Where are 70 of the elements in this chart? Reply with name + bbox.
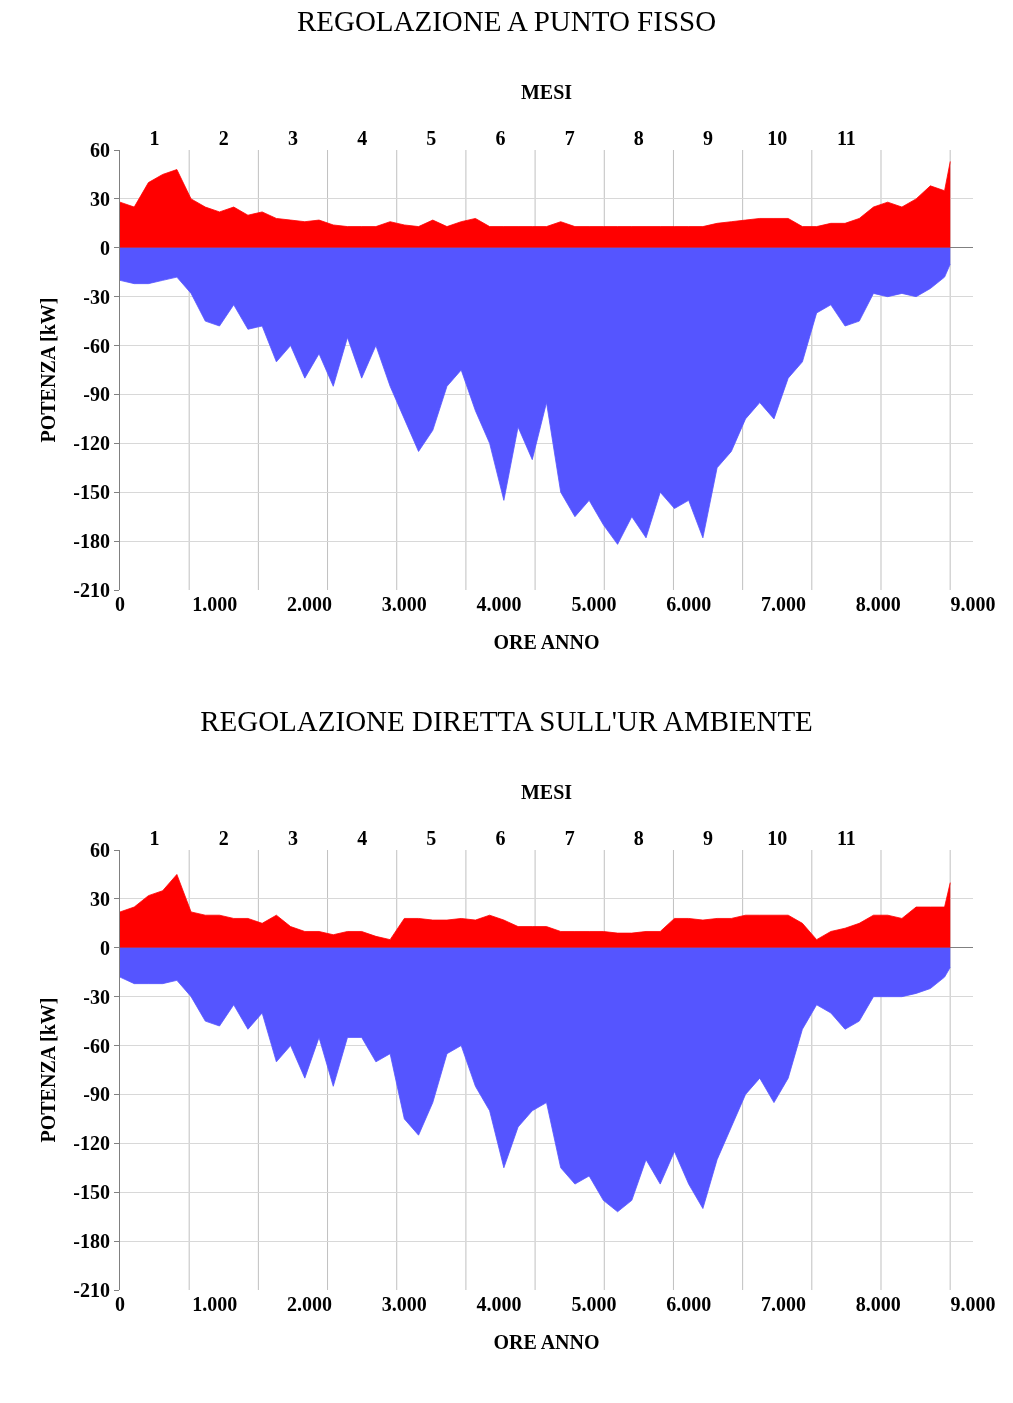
y-tick-label: 0 — [100, 236, 110, 259]
x2-tick-label: 9 — [703, 827, 714, 849]
x-tick-label: 1.000 — [192, 1293, 238, 1315]
x2-tick-label: 2 — [218, 127, 229, 149]
y-tick-label: -210 — [73, 579, 110, 601]
x2-tick-label: 6 — [495, 127, 506, 149]
x2-tick-label: 11 — [836, 127, 856, 149]
x-tick-label: 8.000 — [855, 1293, 901, 1315]
x-tick-label: 0 — [115, 593, 125, 615]
x2-tick-label: 7 — [564, 827, 575, 849]
y-tick-label: -90 — [83, 383, 110, 406]
y-tick-label: -120 — [73, 1132, 110, 1155]
x2-tick-label: 10 — [767, 127, 788, 149]
y-tick-label: -30 — [83, 985, 110, 1008]
y-tick-label: 60 — [90, 839, 110, 861]
x2-tick-label: 11 — [836, 827, 856, 849]
y-tick-label: -90 — [83, 1083, 110, 1106]
y-tick-label: -60 — [83, 334, 110, 357]
x2-tick-label: 3 — [287, 127, 298, 149]
x2-tick-label: 4 — [357, 127, 368, 149]
x2-tick-label: 4 — [357, 827, 368, 849]
x-tick-label: 5.000 — [571, 593, 617, 615]
y-axis-title: POTENZA [kW] — [36, 297, 59, 443]
y-tick-label: -180 — [73, 530, 110, 553]
x2-tick-label: 1 — [149, 127, 160, 149]
x-tick-label: 3.000 — [381, 1293, 427, 1315]
x2-tick-label: 5 — [426, 127, 437, 149]
y-tick-label: 0 — [100, 936, 110, 959]
x-tick-label: 4.000 — [476, 1293, 522, 1315]
x-axis-title: ORE ANNO — [493, 630, 600, 653]
x-axis-title: ORE ANNO — [493, 1330, 600, 1353]
x-tick-label: 2.000 — [287, 593, 333, 615]
x-tick-label: 9.000 — [950, 593, 996, 615]
y-tick-label: -180 — [73, 1230, 110, 1253]
y-tick-label: -150 — [73, 481, 110, 504]
x-tick-label: 9.000 — [950, 1293, 996, 1315]
y-tick-label: -60 — [83, 1034, 110, 1057]
y-tick-label: -210 — [73, 1279, 110, 1301]
x-tick-label: 2.000 — [287, 1293, 333, 1315]
x-tick-label: 3.000 — [381, 593, 427, 615]
x2-tick-label: 8 — [633, 827, 644, 849]
x-tick-label: 0 — [115, 1293, 125, 1315]
x-tick-label: 5.000 — [571, 1293, 617, 1315]
x2-tick-label: 2 — [218, 827, 229, 849]
chart-title: REGOLAZIONE A PUNTO FISSO — [296, 4, 717, 37]
x-tick-label: 7.000 — [760, 593, 806, 615]
y-tick-label: 30 — [90, 187, 110, 210]
x2-tick-label: 5 — [426, 827, 437, 849]
y-tick-label: -120 — [73, 432, 110, 455]
y-tick-label: 60 — [90, 139, 110, 161]
y-tick-label: -30 — [83, 285, 110, 308]
x2-tick-label: 6 — [495, 827, 506, 849]
x2-tick-label: 7 — [564, 127, 575, 149]
x2-tick-label: 8 — [633, 127, 644, 149]
y-tick-label: -150 — [73, 1181, 110, 1204]
x-tick-label: 6.000 — [666, 593, 712, 615]
x-tick-label: 7.000 — [760, 1293, 806, 1315]
x2-tick-label: 9 — [703, 127, 714, 149]
x2-tick-label: 10 — [767, 827, 788, 849]
x2-axis-title: MESI — [520, 80, 573, 103]
x2-tick-label: 1 — [149, 827, 160, 849]
x-tick-label: 1.000 — [192, 593, 238, 615]
x2-tick-label: 3 — [287, 827, 298, 849]
x-tick-label: 6.000 — [666, 1293, 712, 1315]
chart-title: REGOLAZIONE DIRETTA SULL'UR AMBIENTE — [200, 704, 813, 737]
y-axis-title: POTENZA [kW] — [36, 997, 59, 1143]
x-tick-label: 8.000 — [855, 593, 901, 615]
y-tick-label: 30 — [90, 887, 110, 910]
x2-axis-title: MESI — [520, 780, 573, 803]
x-tick-label: 4.000 — [476, 593, 522, 615]
